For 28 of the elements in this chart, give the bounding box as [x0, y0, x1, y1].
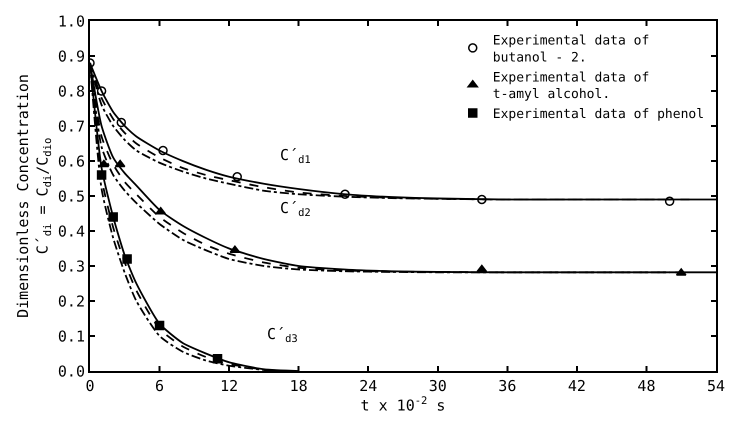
y-tick-label: 0.1	[58, 327, 85, 346]
annotation: C´$_{d1}$	[280, 146, 311, 166]
x-tick-label: 30	[428, 377, 447, 395]
x-tick-label: 0	[85, 377, 95, 395]
x-tick-label: 18	[290, 377, 308, 395]
y-tick-label: 0.3	[58, 257, 85, 276]
x-tick-label: 42	[568, 377, 586, 395]
y-tick-label: 1.0	[58, 12, 85, 30]
annotation: C´$_{d3}$	[267, 325, 298, 346]
y-tick-label: 0.0	[58, 362, 85, 380]
x-axis-title: t x 10$^{-2}$ s	[360, 395, 446, 414]
legend-label: Experimental data of phenol	[492, 107, 704, 122]
x-tick-label: 12	[220, 377, 238, 395]
annotation: C´$_{d2}$	[280, 199, 311, 220]
x-tick-label: 36	[498, 377, 516, 395]
y-tick-label: 0.6	[58, 152, 85, 170]
y-tick-label: 0.7	[58, 117, 85, 136]
y-tick-label: 0.4	[58, 222, 85, 240]
legend-label: Experimental data of t-amyl alcohol.	[492, 70, 650, 102]
y-tick-label: 0.8	[58, 82, 85, 100]
x-tick-label: 54	[706, 377, 726, 395]
x-tick-label: 6	[155, 377, 164, 395]
x-tick-label: 48	[637, 377, 656, 395]
legend-label: Experimental data of butanol - 2.	[492, 34, 650, 66]
y-tick-label: 0.5	[58, 187, 85, 206]
y-tick-label: 0.9	[58, 47, 85, 66]
y-tick-label: 0.2	[58, 292, 85, 310]
x-tick-label: 24	[359, 377, 378, 395]
